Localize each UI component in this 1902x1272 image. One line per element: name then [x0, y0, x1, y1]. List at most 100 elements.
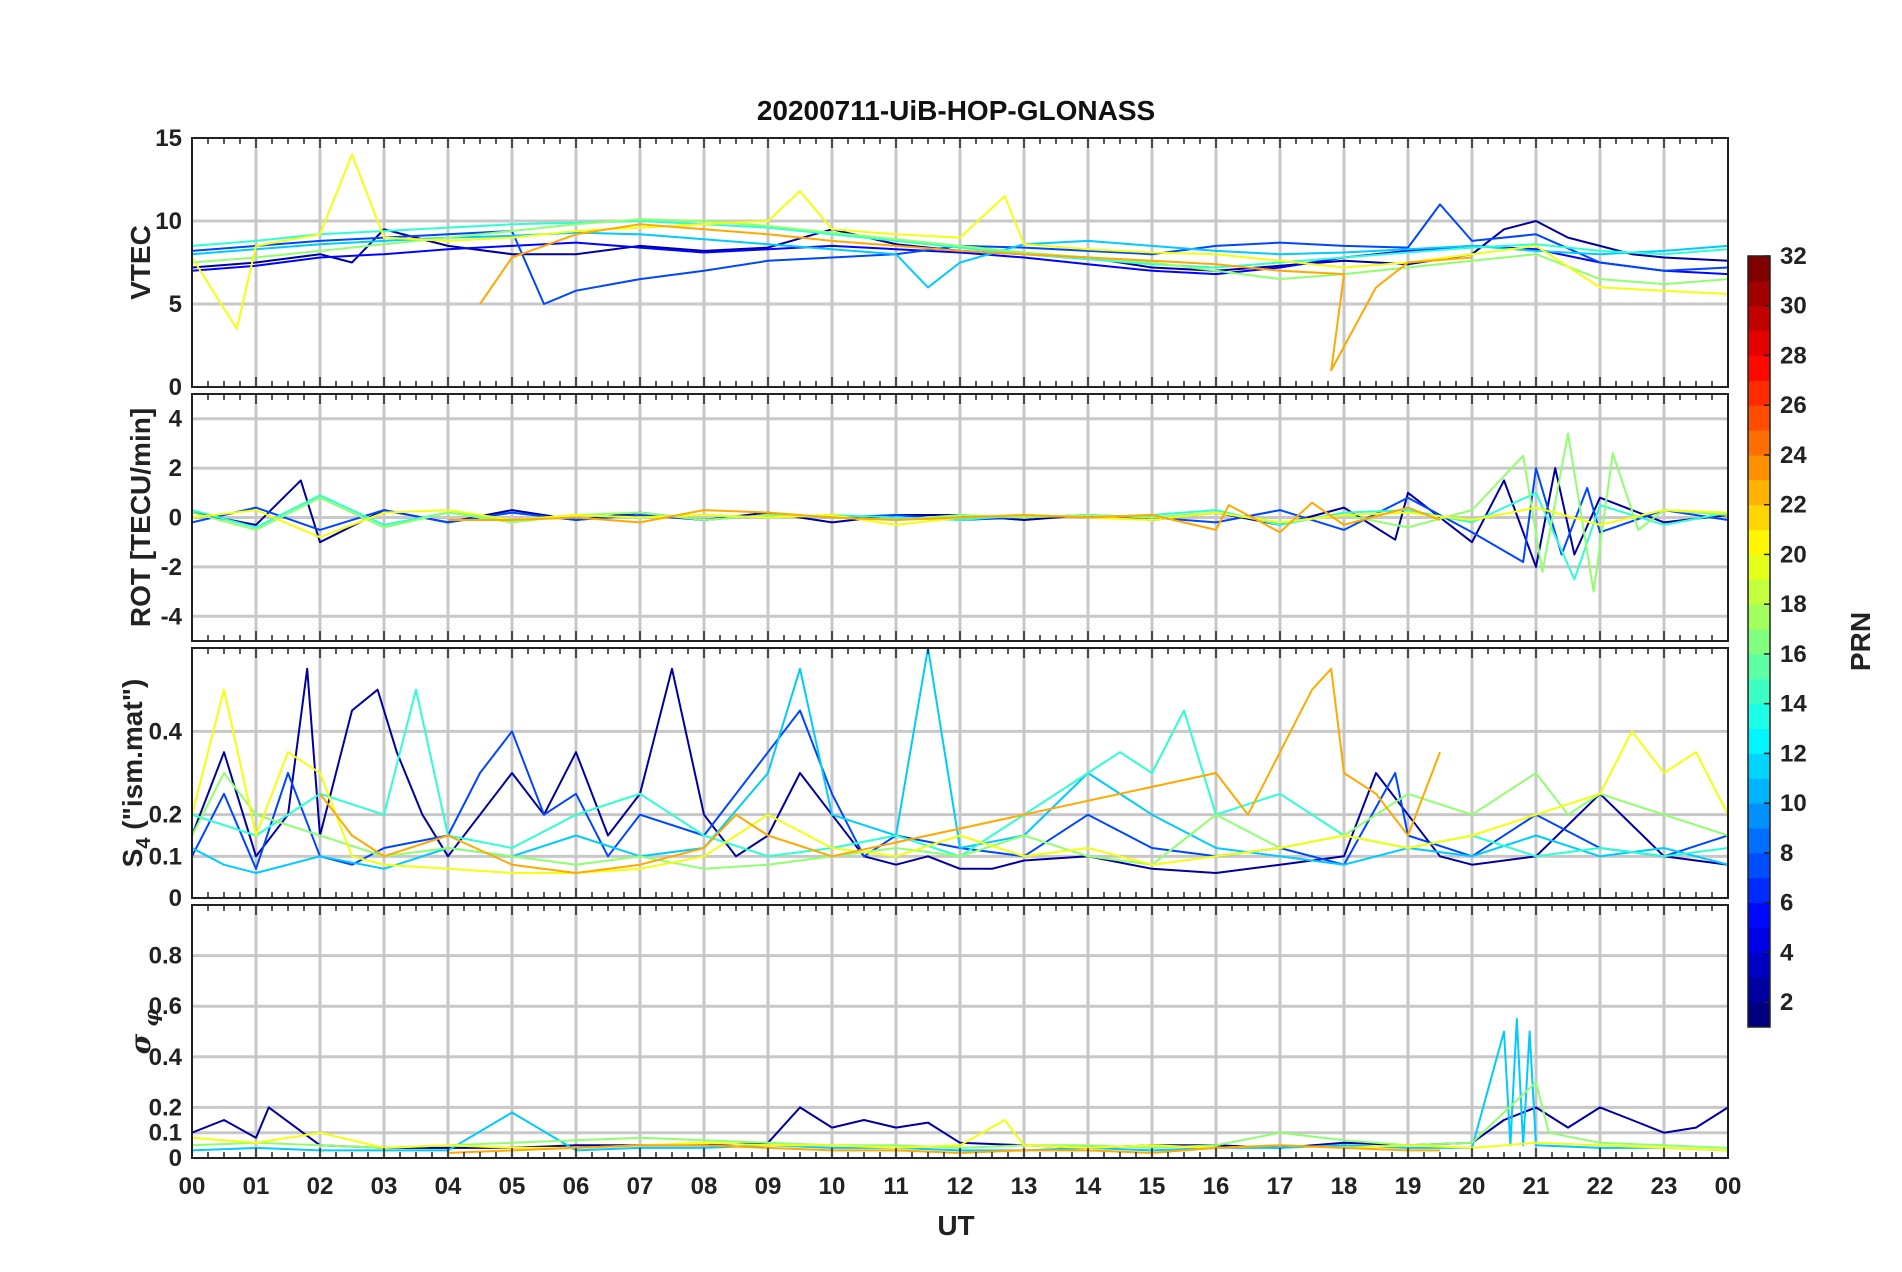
colorbar-segment	[1748, 728, 1770, 754]
x-axis: 00 01 02 03 04 05 06 07 08 09 10 11 12 13 14 15 16 17 18 19…	[179, 1173, 1742, 1200]
colorbar-segment	[1748, 280, 1770, 307]
y-tick-label: 0	[169, 374, 182, 401]
x-tick-label: 18	[1331, 1173, 1358, 1200]
series-line-prn-20	[192, 153, 1728, 330]
colorbar-segment	[1748, 405, 1770, 431]
y-axis-label: VTEC	[125, 225, 156, 300]
x-tick-label: 23	[1651, 1173, 1678, 1200]
series-line-prn-23	[448, 501, 1441, 534]
colorbar-segment	[1748, 330, 1770, 356]
colorbar-segment	[1748, 678, 1770, 705]
x-tick-label: 09	[755, 1173, 782, 1200]
colorbar-label: PRN	[1845, 612, 1876, 671]
colorbar-segment	[1748, 778, 1770, 804]
y-tick-label: 0.8	[149, 943, 182, 970]
y-tick-label: 0.4	[149, 1044, 183, 1071]
series-line-prn-11	[192, 648, 1728, 874]
x-tick-label: 16	[1203, 1173, 1230, 1200]
y-tick-label: 0.4	[149, 718, 183, 745]
colorbar-tick-label: 14	[1780, 691, 1807, 718]
colorbar-segment	[1748, 479, 1770, 506]
y-tick-label: 0.6	[149, 993, 182, 1020]
series-line-prn-11	[192, 1017, 1728, 1152]
x-tick-label: 05	[499, 1173, 526, 1200]
colorbar-segment	[1748, 355, 1770, 381]
colorbar-segment	[1748, 604, 1770, 630]
x-tick-label: 06	[563, 1173, 590, 1200]
colorbar-segment	[1748, 828, 1770, 854]
x-tick-label: 03	[371, 1173, 398, 1200]
colorbar-segment	[1748, 653, 1770, 680]
panel-1: 0 5 10 15 VTEC	[125, 125, 1729, 401]
series-line-prn-23	[479, 223, 1473, 372]
x-tick-label: 22	[1587, 1173, 1614, 1200]
colorbar-segment	[1748, 927, 1770, 953]
colorbar-tick-label: 16	[1780, 641, 1807, 668]
series-line-prn-20	[192, 1119, 1728, 1152]
x-tick-label: 14	[1075, 1173, 1102, 1200]
x-tick-label: 10	[819, 1173, 846, 1200]
colorbar-segment	[1748, 256, 1770, 282]
y-tick-label: 0.2	[149, 802, 182, 829]
colorbar-tick-label: 4	[1780, 939, 1794, 966]
colorbar-segment	[1748, 952, 1770, 978]
colorbar-segment	[1748, 454, 1770, 481]
y-tick-label: 0	[169, 885, 182, 912]
x-tick-label: 01	[243, 1173, 270, 1200]
colorbar-tick-label: 8	[1780, 840, 1793, 867]
x-tick-label: 20	[1459, 1173, 1486, 1200]
colorbar-tick-label: 20	[1780, 541, 1807, 568]
colorbar-tick-label: 26	[1780, 392, 1807, 419]
y-axis-label: σ φ	[124, 1009, 163, 1055]
series-line-prn-17	[192, 218, 1728, 286]
colorbar-segment	[1748, 529, 1770, 555]
colorbar-segment	[1748, 703, 1770, 730]
colorbar-segment	[1748, 803, 1770, 829]
colorbar-segment	[1748, 554, 1770, 580]
series-line-prn-14	[192, 220, 1728, 269]
x-tick-label: 04	[435, 1173, 462, 1200]
colorbar-tick-label: 24	[1780, 442, 1807, 469]
panel-2: -4 -2 0 2 4 ROT [TECU/min]	[125, 393, 1729, 642]
colorbar-segment	[1748, 305, 1770, 332]
colorbar-segment	[1748, 430, 1770, 456]
x-tick-label: 11	[883, 1173, 908, 1200]
series-group	[192, 432, 1728, 593]
colorbar-tick-label: 32	[1780, 243, 1807, 270]
colorbar-segment	[1748, 629, 1770, 655]
colorbar-tick-label: 18	[1780, 591, 1807, 618]
series-line-prn-2	[192, 1106, 1728, 1149]
y-tick-label: 2	[169, 455, 182, 482]
colorbar-frame	[1747, 255, 1771, 1028]
colorbar-tick-label: 22	[1780, 492, 1807, 519]
colorbar-tick-label: 12	[1780, 740, 1807, 767]
y-tick-label: 0.1	[149, 843, 182, 870]
x-tick-label: 00	[1715, 1173, 1742, 1200]
series-group	[192, 648, 1728, 874]
y-tick-label: 10	[155, 208, 182, 235]
series-group	[192, 153, 1728, 372]
series-line-prn-7	[192, 709, 1728, 870]
colorbar-segment	[1748, 1002, 1770, 1028]
x-tick-label: 17	[1267, 1173, 1294, 1200]
series-line-prn-23	[319, 667, 1441, 874]
y-tick-label: 0	[169, 1145, 182, 1172]
colorbar-tick-label: 10	[1780, 790, 1807, 817]
y-tick-label: -2	[161, 554, 182, 581]
colorbar-segment	[1748, 380, 1770, 406]
colorbar-tick-label: 6	[1780, 890, 1793, 917]
x-tick-label: 19	[1395, 1173, 1422, 1200]
colorbar-segment	[1748, 877, 1770, 904]
y-tick-label: 5	[169, 291, 182, 318]
x-tick-label: 00	[179, 1173, 206, 1200]
x-tick-label: 15	[1139, 1173, 1166, 1200]
panel-3: 0 0.1 0.2 0.4S4 ("ism.mat")	[117, 647, 1729, 912]
x-tick-label: 21	[1523, 1173, 1550, 1200]
series-line-prn-2	[192, 667, 1728, 874]
y-tick-label: -4	[161, 603, 183, 630]
y-axis-label: S4 ("ism.mat")	[117, 679, 155, 868]
colorbar-segment	[1748, 852, 1770, 879]
